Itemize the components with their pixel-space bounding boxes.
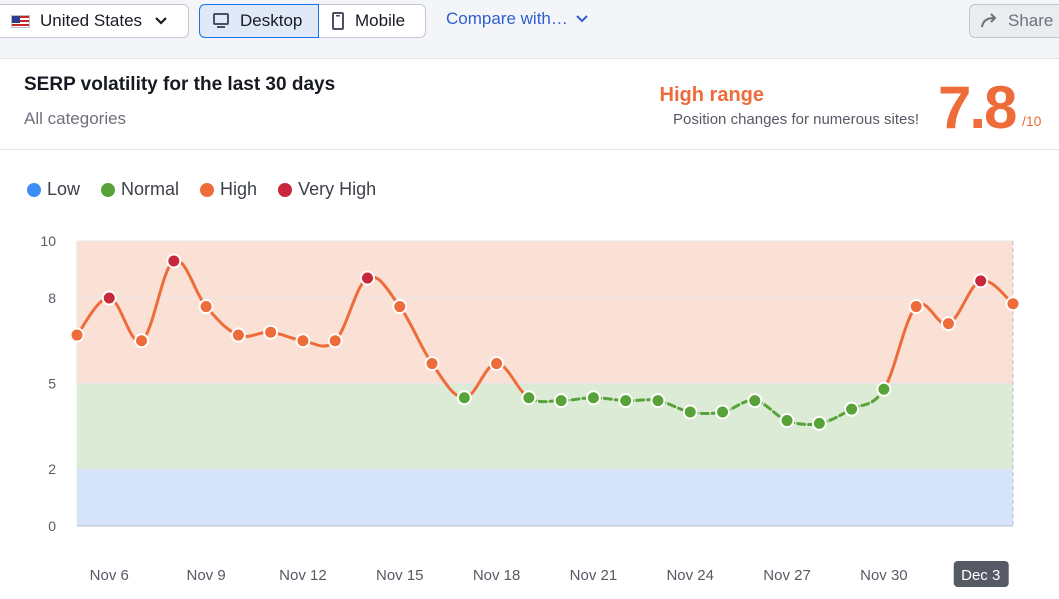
data-point — [973, 273, 989, 289]
x-tick-highlight — [953, 561, 1009, 587]
x-tick-label: Nov 30 — [860, 567, 908, 584]
data-point — [101, 290, 117, 306]
band-normal — [77, 383, 1013, 469]
data-point — [876, 381, 892, 397]
data-point — [940, 316, 956, 332]
data-point — [295, 333, 311, 349]
share-icon — [981, 13, 997, 28]
data-point — [682, 404, 698, 420]
score-max: /10 — [1022, 113, 1042, 129]
data-point — [69, 327, 85, 343]
data-point — [263, 324, 279, 340]
data-point — [618, 393, 634, 409]
x-tick-label: Nov 27 — [763, 567, 811, 584]
card-header: SERP volatility for the last 30 days All… — [0, 59, 1059, 150]
data-point — [908, 299, 924, 315]
legend-item-very-high: Very High — [278, 179, 376, 200]
data-point — [779, 413, 795, 429]
y-tick-label: 10 — [40, 233, 56, 249]
legend-dot — [101, 182, 116, 197]
share-label: Share — [1008, 11, 1054, 30]
data-point — [392, 299, 408, 315]
x-tick-label: Dec 3 — [961, 567, 1000, 584]
x-tick-label: Nov 18 — [473, 567, 521, 584]
data-point — [650, 393, 666, 409]
y-tick-label: 0 — [48, 518, 56, 534]
serp-volatility-card: SERP volatility for the last 30 days All… — [0, 58, 1059, 599]
data-point — [521, 390, 537, 406]
range-label: High range — [659, 84, 764, 106]
band-high — [77, 241, 1013, 384]
band-low — [77, 469, 1013, 526]
compare-label: Compare with… — [446, 9, 568, 28]
data-point — [715, 404, 731, 420]
y-tick-label: 8 — [48, 290, 56, 306]
legend-item-high: High — [200, 179, 257, 200]
desktop-label: Desktop — [240, 11, 303, 30]
data-point — [747, 393, 763, 409]
country-select[interactable]: United States — [0, 4, 189, 38]
toolbar: United States Desktop Mobile Compare wit… — [0, 0, 1059, 48]
chart-legend: Low Normal High Very High — [27, 179, 397, 200]
data-point — [198, 299, 214, 315]
range-description: Position changes for numerous sites! — [673, 111, 919, 128]
legend-item-low: Low — [27, 179, 80, 200]
legend-dot — [278, 182, 293, 197]
data-point — [424, 356, 440, 372]
x-tick-label: Nov 9 — [187, 567, 226, 584]
mobile-icon — [332, 12, 344, 30]
chevron-down-icon — [155, 17, 167, 25]
legend-dot — [27, 182, 41, 197]
volatility-chart: 0 2 5 8 10 Nov 6 Nov 9 Nov 12 Nov 15 Nov 18 Nov 21… — [40, 233, 1021, 587]
y-tick-label: 5 — [48, 376, 56, 392]
chevron-down-icon — [576, 15, 588, 23]
device-toggle: Desktop Mobile — [199, 4, 426, 38]
desktop-icon — [213, 13, 229, 28]
legend-label: Low — [47, 179, 81, 199]
x-tick-label: Nov 6 — [90, 567, 129, 584]
data-point — [585, 390, 601, 406]
data-point — [489, 356, 505, 372]
data-point — [327, 333, 343, 349]
legend-dot — [200, 182, 215, 197]
data-point — [456, 390, 472, 406]
data-point — [166, 253, 182, 269]
x-tick-label: Nov 24 — [666, 567, 714, 584]
data-point — [359, 270, 375, 286]
desktop-tab[interactable]: Desktop — [199, 4, 319, 38]
category-label: All categories — [24, 109, 127, 128]
data-point — [553, 393, 569, 409]
data-point — [811, 415, 827, 431]
country-label: United States — [40, 11, 143, 30]
legend-label: High — [220, 179, 258, 199]
legend-label: Very High — [298, 179, 377, 199]
volatility-score: 7.8 — [938, 74, 1017, 141]
share-button[interactable]: Share — [969, 4, 1059, 38]
card-title: SERP volatility for the last 30 days — [24, 74, 336, 95]
data-point — [1005, 296, 1021, 312]
legend-label: Normal — [121, 179, 180, 199]
mobile-tab[interactable]: Mobile — [319, 4, 426, 38]
x-tick-label: Nov 12 — [279, 567, 327, 584]
compare-dropdown[interactable]: Compare with… — [446, 9, 588, 29]
data-point — [844, 401, 860, 417]
mobile-label: Mobile — [355, 11, 406, 30]
y-tick-label: 2 — [48, 461, 56, 477]
x-tick-label: Nov 15 — [376, 567, 424, 584]
legend-item-normal: Normal — [101, 179, 179, 200]
data-point — [230, 327, 246, 343]
data-point — [134, 333, 150, 349]
x-tick-label: Nov 21 — [570, 567, 618, 584]
us-flag-icon — [11, 14, 30, 28]
